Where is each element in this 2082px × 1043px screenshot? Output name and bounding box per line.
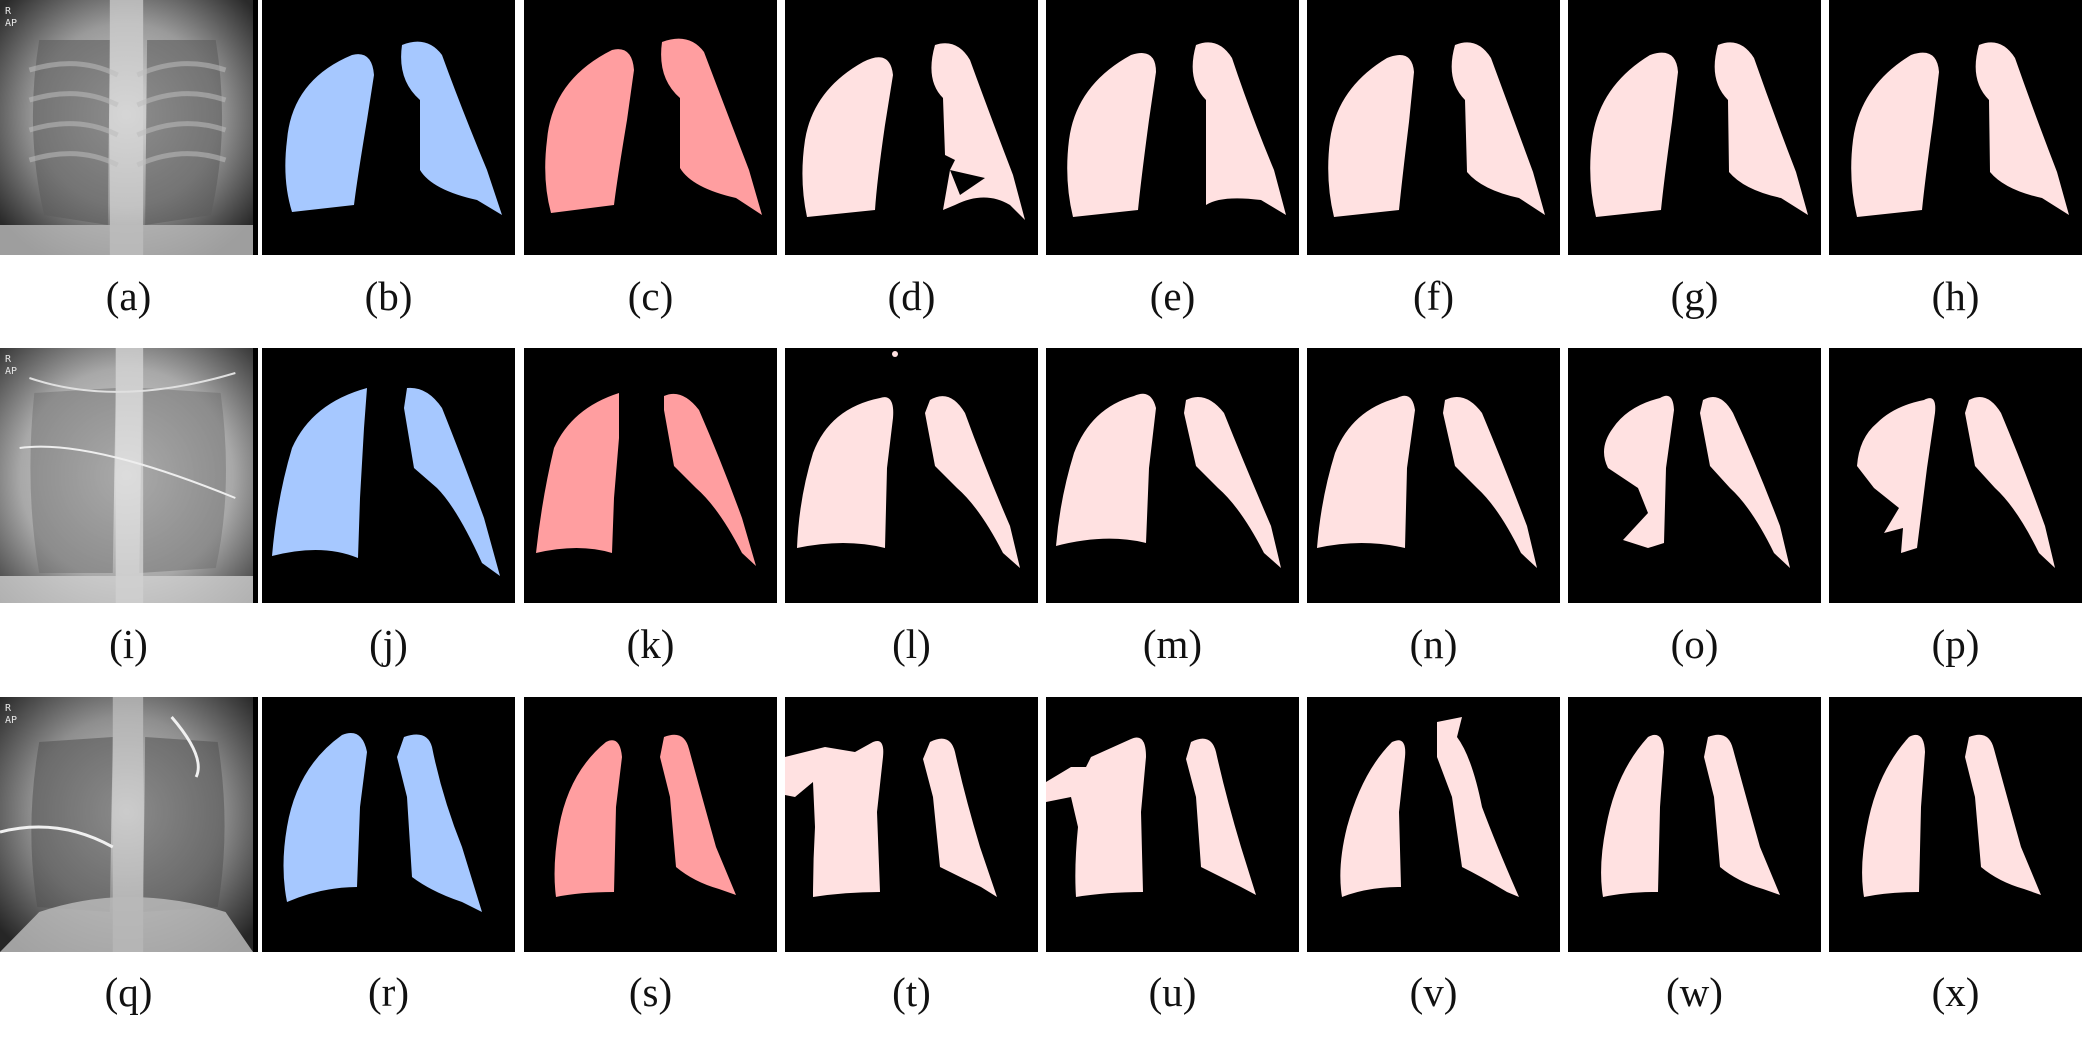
- lung-mask-blue: [285, 41, 502, 215]
- chest-xray-image: R AP: [0, 697, 258, 952]
- subfigure-label: (i): [109, 621, 148, 667]
- prediction-mask: [1829, 0, 2082, 255]
- xray-tag-ap: AP: [5, 366, 18, 377]
- subfigure-label: (q): [104, 969, 153, 1015]
- subfigure-label: (k): [626, 621, 675, 667]
- prediction-mask: [1568, 697, 1821, 952]
- subfigure-label: (n): [1409, 621, 1458, 667]
- lung-mask-pred: [797, 351, 1020, 568]
- subfigure-label: (u): [1148, 969, 1197, 1015]
- subfigure-label: (a): [105, 273, 152, 319]
- lung-mask-pred: [785, 738, 997, 897]
- lung-mask-red: [536, 393, 756, 566]
- lung-mask-pred: [1046, 737, 1256, 897]
- subfigure-label: (g): [1670, 273, 1719, 319]
- ground-truth-mask: [262, 0, 515, 255]
- subfigure-label: (o): [1670, 621, 1719, 667]
- xray-tag-r: R: [5, 6, 12, 17]
- prediction-mask: [1307, 0, 1560, 255]
- reference-mask: [524, 0, 777, 255]
- prediction-mask: [1829, 348, 2082, 603]
- subfigure-label: (s): [628, 969, 673, 1015]
- prediction-mask: [1046, 0, 1299, 255]
- prediction-mask: [1568, 0, 1821, 255]
- xray-tag-ap: AP: [5, 715, 18, 726]
- ground-truth-mask: [262, 697, 515, 952]
- subfigure-label: (w): [1666, 969, 1723, 1015]
- lung-mask-red: [554, 734, 736, 897]
- chest-xray-image: R AP: [0, 0, 258, 255]
- subfigure-label: (b): [364, 273, 413, 319]
- xray-tag-ap: AP: [5, 18, 18, 29]
- subfigure-label: (e): [1149, 273, 1196, 319]
- lung-mask-pred: [802, 43, 1025, 220]
- reference-mask: [524, 697, 777, 952]
- lung-mask-pred: [1601, 734, 1780, 897]
- prediction-mask: [1307, 697, 1560, 952]
- xray-tag-r: R: [5, 703, 12, 714]
- subfigure-label: (p): [1931, 621, 1980, 667]
- lung-mask-blue: [283, 733, 482, 912]
- prediction-mask: [785, 697, 1038, 952]
- lung-mask-pred: [1317, 395, 1537, 568]
- subfigure-label: (l): [892, 621, 931, 667]
- lung-mask-pred: [1056, 393, 1281, 568]
- reference-mask: [524, 348, 777, 603]
- lung-mask-pred: [1862, 734, 2041, 897]
- xray-tag-r: R: [5, 354, 12, 365]
- lung-mask-pred: [1590, 42, 1808, 217]
- subfigure-label: (f): [1413, 273, 1454, 319]
- chest-xray-image: R AP: [0, 348, 258, 603]
- lung-mask-pred: [1604, 395, 1790, 568]
- subfigure-label: (j): [369, 621, 408, 667]
- subfigure-label: (d): [887, 273, 936, 319]
- lung-mask-pred: [1328, 42, 1545, 217]
- ground-truth-mask: [262, 348, 515, 603]
- prediction-mask: [1307, 348, 1560, 603]
- subfigure-label: (x): [1931, 969, 1980, 1015]
- lung-mask-pred: [1067, 42, 1286, 217]
- prediction-mask: [1046, 697, 1299, 952]
- lung-mask-red: [545, 38, 762, 215]
- subfigure-label: (h): [1931, 273, 1980, 319]
- subfigure-label: (v): [1409, 969, 1458, 1015]
- chest-xray-graphic: [0, 0, 253, 255]
- prediction-mask: [785, 348, 1038, 603]
- subfigure-label: (c): [627, 273, 674, 319]
- subfigure-label: (m): [1142, 621, 1203, 667]
- lung-mask-blue: [272, 387, 500, 576]
- prediction-mask: [1829, 697, 2082, 952]
- lung-mask-pred: [1851, 42, 2069, 217]
- prediction-mask: [1568, 348, 1821, 603]
- lung-mask-pred: [1340, 717, 1519, 897]
- subfigure-label: (r): [368, 969, 409, 1015]
- subfigure-label: (t): [892, 969, 931, 1015]
- chest-xray-graphic: [0, 348, 253, 603]
- lung-mask-pred: [1857, 396, 2055, 568]
- prediction-mask: [785, 0, 1038, 255]
- prediction-mask: [1046, 348, 1299, 603]
- chest-xray-graphic: [0, 697, 253, 952]
